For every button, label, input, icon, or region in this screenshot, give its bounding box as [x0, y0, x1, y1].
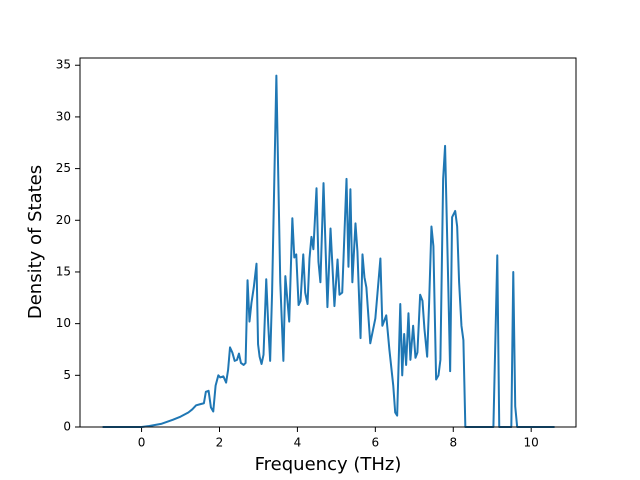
x-tick-label: 10	[524, 436, 539, 450]
y-axis-label: Density of States	[25, 165, 46, 319]
y-tick-label: 20	[56, 213, 71, 227]
y-tick-label: 30	[56, 109, 71, 123]
x-tick-label: 6	[372, 436, 380, 450]
x-axis-label: Frequency (THz)	[255, 454, 402, 475]
x-tick-label: 0	[138, 436, 146, 450]
y-tick-label: 5	[63, 368, 71, 382]
y-tick-label: 10	[56, 316, 71, 330]
y-tick-label: 15	[56, 264, 71, 278]
x-tick-label: 4	[294, 436, 302, 450]
x-tick-label: 2	[216, 436, 224, 450]
y-tick-label: 0	[63, 420, 71, 434]
plot-frame	[79, 57, 577, 428]
y-tick-label: 25	[56, 161, 71, 175]
y-tick-label: 35	[56, 58, 71, 72]
data-line	[102, 74, 555, 428]
x-tick-label: 8	[449, 436, 457, 450]
